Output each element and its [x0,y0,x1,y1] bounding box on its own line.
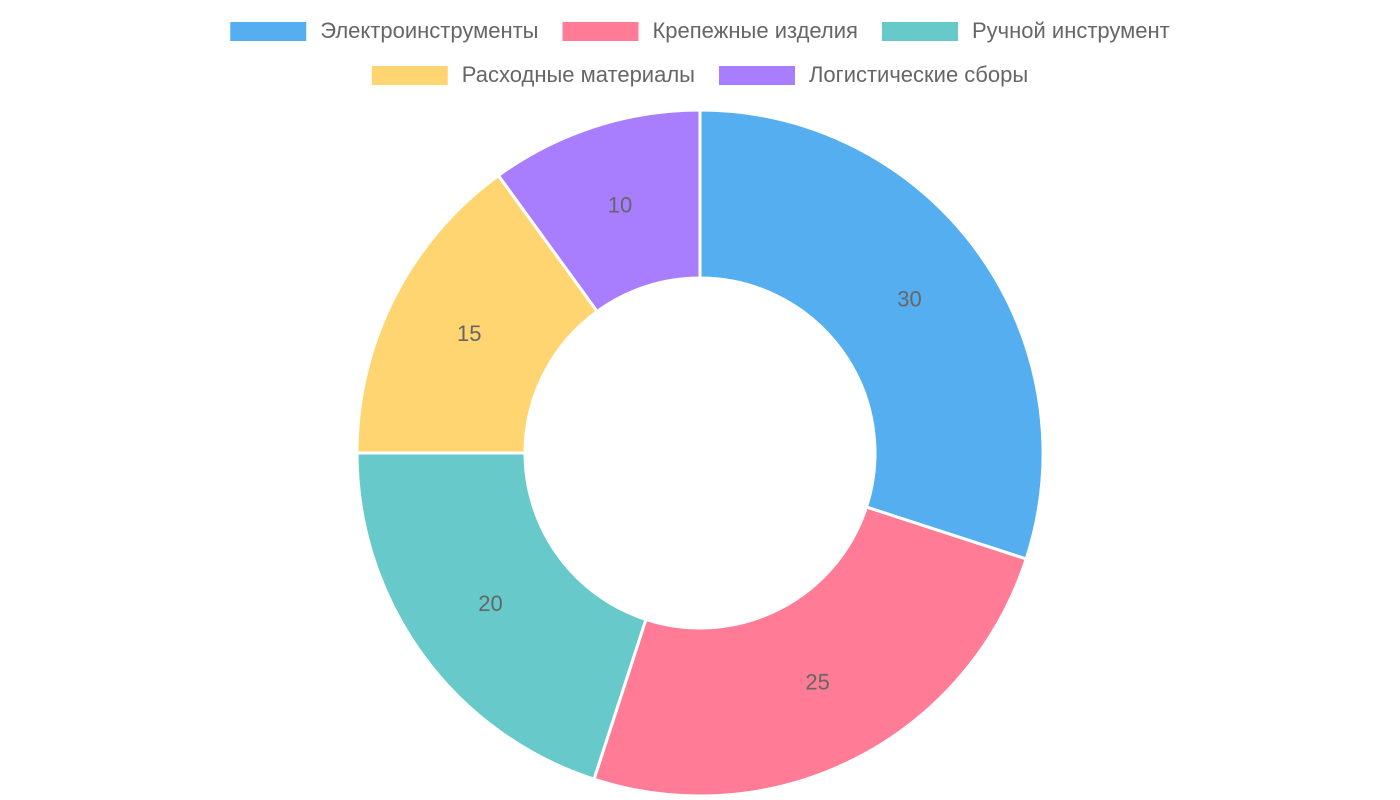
legend-item: Ручной инструмент [881,18,1170,43]
legend-item: Расходные материалы [371,62,695,87]
slice [355,451,648,782]
legend-swatch [562,22,639,41]
legend-swatch [718,66,795,85]
data-label: 15 [457,321,481,346]
slice [496,108,702,314]
legend-item: Электроинструменты [230,18,538,43]
legend-swatch [881,22,958,41]
legend-item: Логистические сборы [718,62,1028,87]
legend-swatch [371,66,448,85]
data-label: 30 [897,287,921,312]
legend-label: Ручной инструмент [972,18,1170,43]
data-label: 20 [478,591,502,616]
legend-label: Крепежные изделия [652,18,858,43]
legend-swatch [230,22,307,41]
slice [698,108,1045,561]
legend-item: Крепежные изделия [562,18,858,43]
slice [592,505,1029,798]
data-label: 10 [608,192,632,217]
legend-label: Расходные материалы [462,62,695,87]
legend-label: Электроинструменты [320,18,538,43]
slice [355,173,600,455]
legend-label: Логистические сборы [809,62,1028,87]
data-label: 25 [805,670,829,695]
